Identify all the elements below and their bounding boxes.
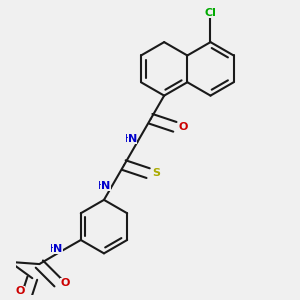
Text: O: O [16,286,25,296]
Text: H: H [98,181,106,191]
Text: N: N [101,181,111,191]
Text: O: O [178,122,188,132]
Text: N: N [128,134,137,144]
Text: H: H [50,244,57,254]
Text: H: H [125,134,133,144]
Text: O: O [60,278,70,288]
Text: S: S [152,168,160,178]
Text: N: N [53,244,63,254]
Text: Cl: Cl [205,8,216,18]
